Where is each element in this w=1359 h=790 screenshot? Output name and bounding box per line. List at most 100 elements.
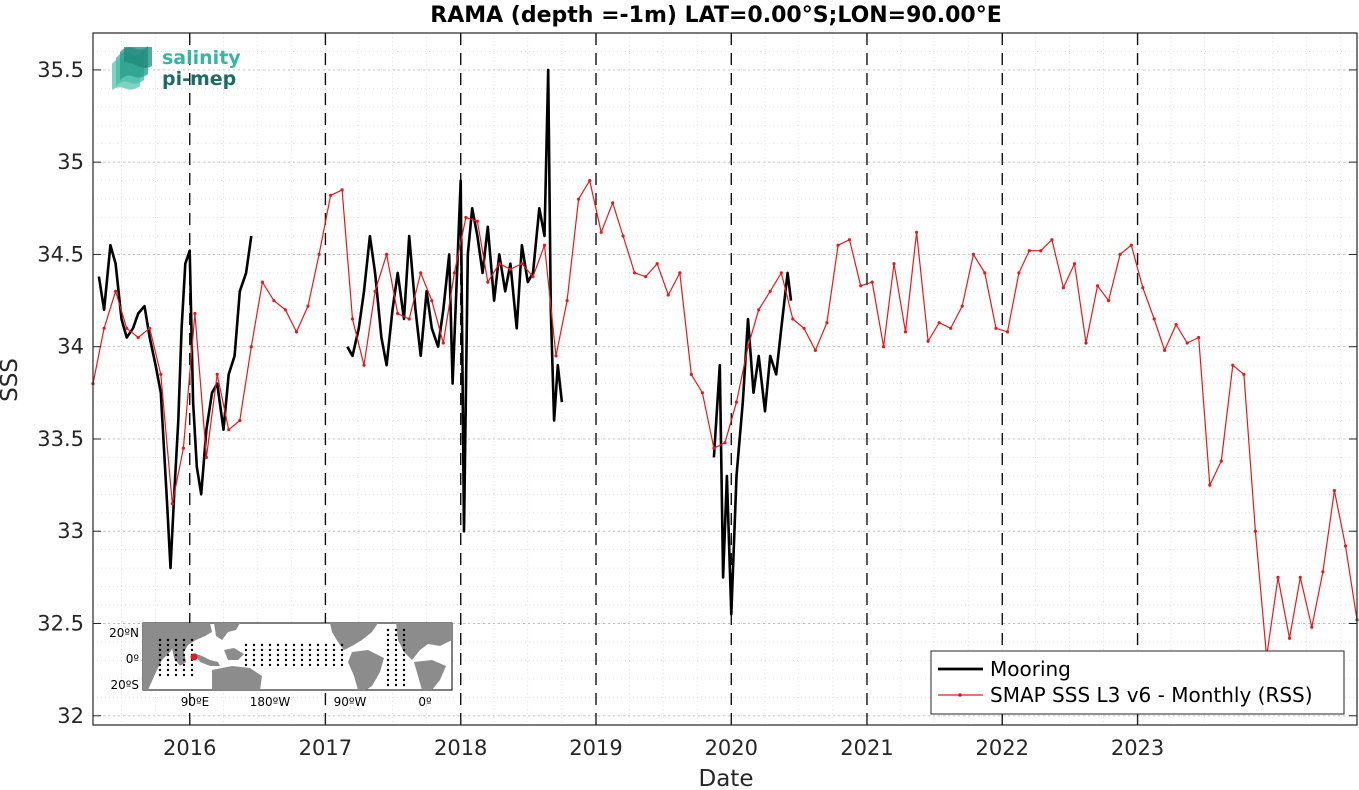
smap-point bbox=[892, 262, 896, 266]
inset-mooring-dot bbox=[190, 643, 194, 647]
smap-point bbox=[1231, 363, 1235, 367]
smap-point bbox=[779, 271, 783, 275]
smap-point bbox=[915, 230, 919, 234]
chart-title: RAMA (depth =-1m) LAT=0.00°S;LON=90.00°E bbox=[430, 3, 1001, 28]
smap-point bbox=[329, 193, 333, 197]
inset-mooring-dot bbox=[174, 653, 178, 657]
inset-mooring-dot bbox=[268, 643, 272, 647]
inset-mooring-dot bbox=[252, 658, 256, 662]
inset-mooring-dot bbox=[252, 648, 256, 652]
inset-mooring-dot bbox=[182, 643, 186, 647]
inset-mooring-dot bbox=[402, 663, 406, 667]
inset-mooring-dot bbox=[316, 658, 320, 662]
inset-mooring-dot bbox=[244, 653, 248, 657]
smap-point bbox=[249, 345, 253, 349]
inset-mooring-dot bbox=[332, 658, 336, 662]
inset-mooring-dot bbox=[324, 663, 328, 667]
inset-mooring-dot bbox=[308, 658, 312, 662]
inset-mooring-dot bbox=[332, 643, 336, 647]
inset-mooring-dot bbox=[268, 653, 272, 657]
inset-mooring-dot bbox=[316, 648, 320, 652]
inset-mooring-dot bbox=[386, 663, 390, 667]
mooring-line-segment bbox=[346, 68, 564, 533]
smap-point bbox=[983, 271, 987, 275]
inset-mooring-dot bbox=[244, 663, 248, 667]
smap-point bbox=[317, 252, 321, 256]
inset-lon-label-90e: 90ºE bbox=[181, 695, 210, 709]
smap-point bbox=[419, 271, 423, 275]
inset-highlight-mooring bbox=[190, 653, 198, 661]
inset-mooring-dot bbox=[386, 658, 390, 662]
smap-point bbox=[385, 252, 389, 256]
smap-point bbox=[655, 262, 659, 266]
smap-point bbox=[734, 400, 739, 404]
smap-point bbox=[903, 330, 908, 334]
inset-mooring-dot bbox=[308, 643, 312, 647]
smap-point bbox=[1332, 489, 1336, 493]
inset-mooring-dot bbox=[300, 648, 304, 652]
inset-mooring-dot bbox=[386, 643, 390, 647]
smap-point bbox=[531, 275, 535, 279]
inset-mooring-dot bbox=[182, 653, 186, 657]
inset-mooring-dot bbox=[244, 648, 248, 652]
legend-swatch-smap-dot bbox=[958, 693, 962, 697]
inset-land-masses bbox=[143, 623, 452, 690]
smap-point bbox=[791, 317, 795, 321]
smap-point bbox=[689, 372, 693, 376]
inset-mooring-dot bbox=[158, 663, 162, 667]
smap-point bbox=[306, 304, 310, 308]
inset-mooring-dot bbox=[386, 633, 390, 637]
smap-point bbox=[746, 345, 750, 349]
inset-mooring-dot bbox=[190, 663, 194, 667]
inset-lat-label-20s: 20ºS bbox=[110, 678, 139, 692]
inset-mooring-dot bbox=[308, 648, 312, 652]
inset-lat-label-20n: 20ºN bbox=[109, 626, 139, 640]
smap-point bbox=[1253, 529, 1257, 533]
inset-mooring-dot bbox=[324, 653, 328, 657]
smap-point bbox=[700, 391, 705, 395]
smap-point bbox=[486, 280, 490, 284]
inset-mooring-dot bbox=[332, 648, 336, 652]
inset-mooring-dot bbox=[174, 648, 178, 652]
inset-mooring-dot bbox=[292, 658, 296, 662]
y-tick-label: 35.5 bbox=[37, 58, 84, 82]
inset-mooring-dot bbox=[260, 653, 264, 657]
smap-point bbox=[1107, 299, 1111, 303]
inset-mooring-dot bbox=[166, 643, 170, 647]
inset-mooring-dot bbox=[300, 653, 304, 657]
smap-point bbox=[1141, 286, 1145, 290]
inset-mooring-dot bbox=[394, 663, 398, 667]
inset-mooring-dot bbox=[386, 678, 390, 682]
series-layer bbox=[91, 68, 1359, 659]
smap-point bbox=[430, 299, 434, 303]
smap-point bbox=[1219, 459, 1223, 463]
inset-mooring-dot bbox=[166, 668, 170, 672]
smap-point bbox=[1310, 625, 1314, 629]
smap-point bbox=[565, 299, 569, 303]
inset-mooring-dot bbox=[340, 663, 344, 667]
smap-point bbox=[1276, 575, 1280, 580]
grid bbox=[93, 33, 1357, 725]
smap-point bbox=[960, 304, 964, 308]
inset-mooring-dot bbox=[260, 648, 264, 652]
inset-mooring-dot bbox=[252, 653, 256, 657]
inset-mooring-dot bbox=[182, 673, 186, 677]
inset-mooring-dot bbox=[166, 673, 170, 677]
inset-mooring-dot bbox=[260, 663, 264, 667]
inset-mooring-dot bbox=[324, 658, 328, 662]
smap-point bbox=[125, 326, 129, 330]
inset-mooring-dot bbox=[158, 673, 162, 677]
smap-point bbox=[644, 275, 648, 279]
inset-mooring-dot bbox=[284, 648, 288, 652]
smap-point bbox=[136, 335, 140, 340]
inset-mooring-dot bbox=[300, 663, 304, 667]
inset-mooring-dot bbox=[190, 673, 194, 677]
smap-point bbox=[1050, 238, 1054, 242]
inset-mooring-dot bbox=[402, 668, 406, 672]
inset-mooring-dot bbox=[190, 648, 194, 652]
smap-point bbox=[1084, 341, 1088, 345]
inset-mooring-dot bbox=[316, 653, 320, 657]
inset-mooring-dot bbox=[394, 628, 398, 632]
inset-mooring-dot bbox=[386, 628, 390, 632]
y-tick-label: 33 bbox=[57, 519, 84, 543]
